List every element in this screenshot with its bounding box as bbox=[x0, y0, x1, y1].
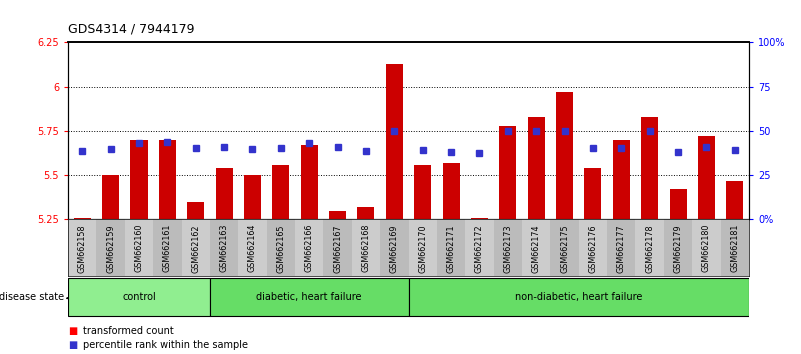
Bar bbox=[727, 181, 743, 219]
Text: GSM662174: GSM662174 bbox=[532, 224, 541, 273]
Text: transformed count: transformed count bbox=[83, 326, 173, 336]
Text: GSM662180: GSM662180 bbox=[702, 224, 710, 272]
Bar bbox=[267, 219, 295, 276]
Bar bbox=[409, 278, 749, 316]
Bar bbox=[522, 219, 550, 276]
Bar bbox=[499, 126, 517, 219]
Bar bbox=[153, 219, 182, 276]
Text: ■: ■ bbox=[68, 340, 78, 350]
Bar bbox=[295, 219, 324, 276]
Bar bbox=[380, 219, 409, 276]
Text: GSM662159: GSM662159 bbox=[107, 224, 115, 273]
Text: GSM662169: GSM662169 bbox=[390, 224, 399, 273]
Text: disease state: disease state bbox=[0, 291, 64, 302]
Text: GSM662179: GSM662179 bbox=[674, 224, 682, 273]
Text: GSM662176: GSM662176 bbox=[589, 224, 598, 273]
Bar bbox=[215, 168, 232, 219]
Text: GSM662162: GSM662162 bbox=[191, 224, 200, 273]
Bar bbox=[210, 278, 409, 316]
Bar bbox=[641, 117, 658, 219]
Bar bbox=[239, 219, 267, 276]
Bar bbox=[692, 219, 721, 276]
Bar bbox=[721, 219, 749, 276]
Text: GSM662158: GSM662158 bbox=[78, 224, 87, 273]
Bar bbox=[74, 218, 91, 219]
Bar bbox=[187, 202, 204, 219]
Bar bbox=[103, 175, 119, 219]
Text: GSM662171: GSM662171 bbox=[447, 224, 456, 273]
Text: GSM662178: GSM662178 bbox=[645, 224, 654, 273]
Bar bbox=[324, 219, 352, 276]
Bar bbox=[329, 211, 346, 219]
Text: GSM662173: GSM662173 bbox=[503, 224, 513, 273]
Bar bbox=[635, 219, 664, 276]
Bar bbox=[442, 163, 460, 219]
Bar bbox=[613, 140, 630, 219]
Text: GSM662165: GSM662165 bbox=[276, 224, 285, 273]
Text: GDS4314 / 7944179: GDS4314 / 7944179 bbox=[68, 22, 195, 35]
Text: GSM662170: GSM662170 bbox=[418, 224, 427, 273]
Bar bbox=[414, 165, 431, 219]
Text: GSM662168: GSM662168 bbox=[361, 224, 370, 272]
Bar bbox=[471, 218, 488, 219]
Bar bbox=[182, 219, 210, 276]
Text: GSM662177: GSM662177 bbox=[617, 224, 626, 273]
Bar bbox=[664, 219, 692, 276]
Bar bbox=[272, 165, 289, 219]
Bar bbox=[578, 219, 607, 276]
Bar bbox=[550, 219, 578, 276]
Text: ■: ■ bbox=[68, 326, 78, 336]
Text: GSM662166: GSM662166 bbox=[304, 224, 314, 272]
Text: diabetic, heart failure: diabetic, heart failure bbox=[256, 291, 362, 302]
Text: GSM662163: GSM662163 bbox=[219, 224, 228, 272]
Bar bbox=[159, 140, 176, 219]
Bar bbox=[96, 219, 125, 276]
Bar bbox=[698, 136, 714, 219]
Text: non-diabetic, heart failure: non-diabetic, heart failure bbox=[515, 291, 642, 302]
Bar bbox=[670, 189, 686, 219]
Bar bbox=[409, 219, 437, 276]
Bar bbox=[131, 140, 147, 219]
Text: GSM662181: GSM662181 bbox=[731, 224, 739, 272]
Bar bbox=[465, 219, 493, 276]
Bar bbox=[244, 175, 261, 219]
Text: control: control bbox=[122, 291, 156, 302]
Bar bbox=[585, 168, 602, 219]
Bar bbox=[607, 219, 635, 276]
Text: GSM662164: GSM662164 bbox=[248, 224, 257, 272]
Bar bbox=[125, 219, 153, 276]
Bar bbox=[210, 219, 239, 276]
Text: GSM662161: GSM662161 bbox=[163, 224, 172, 272]
Text: GSM662167: GSM662167 bbox=[333, 224, 342, 273]
Bar bbox=[68, 219, 96, 276]
Bar bbox=[300, 145, 318, 219]
Text: percentile rank within the sample: percentile rank within the sample bbox=[83, 340, 248, 350]
Bar bbox=[68, 278, 210, 316]
Bar bbox=[528, 117, 545, 219]
Bar bbox=[437, 219, 465, 276]
Bar bbox=[352, 219, 380, 276]
Bar bbox=[357, 207, 374, 219]
Text: GSM662175: GSM662175 bbox=[560, 224, 569, 273]
Bar bbox=[386, 64, 403, 219]
Text: GSM662160: GSM662160 bbox=[135, 224, 143, 272]
Text: GSM662172: GSM662172 bbox=[475, 224, 484, 273]
Bar bbox=[556, 92, 573, 219]
Bar bbox=[493, 219, 522, 276]
